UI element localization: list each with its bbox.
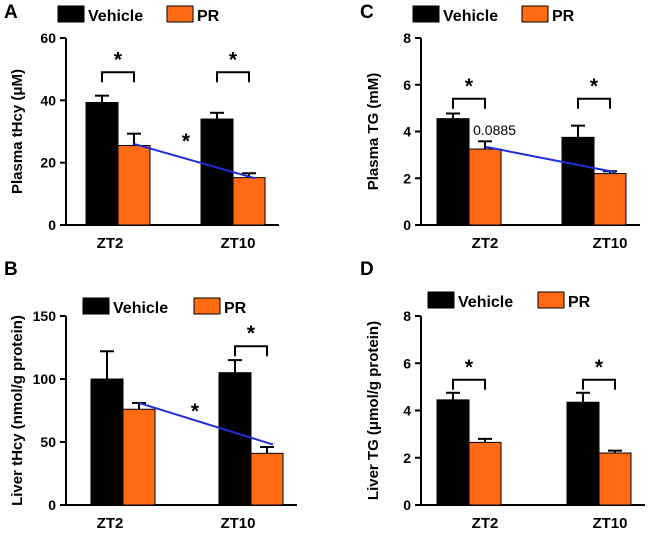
significance-bracket xyxy=(216,71,250,83)
significance-bracket xyxy=(452,378,486,390)
legend-label-pr: PR xyxy=(224,300,247,317)
legend-swatch-pr xyxy=(193,297,221,315)
bar-vehicle-zt2 xyxy=(90,378,124,506)
category-label-zt2: ZT2 xyxy=(97,235,124,252)
panel-letter: A xyxy=(4,2,18,23)
bar-vehicle-zt10 xyxy=(218,372,252,506)
legend-swatch-vehicle xyxy=(82,297,110,315)
bar-vehicle-zt2 xyxy=(436,399,470,506)
category-label-zt10: ZT10 xyxy=(220,515,255,532)
category-label-zt10: ZT10 xyxy=(592,235,627,252)
significance-star: * xyxy=(590,75,599,98)
legend-swatch-pr xyxy=(166,5,194,23)
legend-label-pr: PR xyxy=(568,294,591,311)
legend-swatch-vehicle xyxy=(57,5,85,23)
y-tick-label: 6 xyxy=(403,77,411,93)
trend-line xyxy=(484,145,617,174)
y-tick-label: 60 xyxy=(40,30,56,46)
significance-bracket xyxy=(101,71,135,83)
category-label-zt2: ZT2 xyxy=(472,515,499,532)
significance-bracket xyxy=(452,97,486,109)
panel-a: A Vehicle PR 0 20 40 60 Plasma tHcy (μM) ZT2 ZT10… xyxy=(4,2,279,252)
trend-line xyxy=(138,401,274,446)
bar-pr-zt10 xyxy=(232,177,266,226)
legend-label-vehicle: Vehicle xyxy=(113,300,168,317)
category-label-zt10: ZT10 xyxy=(592,515,627,532)
panel-b: B Vehicle PR 0 50 100 150 Liver tHcy (nmol/g pr… xyxy=(4,259,297,532)
bar-pr-zt2 xyxy=(468,148,502,226)
trend-line xyxy=(133,143,256,180)
significance-star: * xyxy=(465,75,474,98)
panel-letter: D xyxy=(360,259,374,280)
bar-pr-zt10 xyxy=(250,452,284,506)
significance-star: * xyxy=(247,322,256,345)
y-axis-title: Plasma tHcy (μM) xyxy=(9,69,26,194)
bar-pr-zt2 xyxy=(122,408,156,506)
legend-label-pr: PR xyxy=(552,8,575,25)
y-axis-title: Plasma TG (mM) xyxy=(365,73,382,191)
y-tick-label: 0 xyxy=(48,497,56,513)
legend-label-vehicle: Vehicle xyxy=(88,8,143,25)
legend-swatch-pr xyxy=(521,5,549,23)
y-tick-label: 0 xyxy=(48,217,56,233)
category-label-zt2: ZT2 xyxy=(97,515,124,532)
bar-pr-zt2 xyxy=(468,441,502,506)
bar-vehicle-zt2 xyxy=(436,118,470,226)
y-tick-label: 50 xyxy=(40,434,56,450)
y-tick-label: 20 xyxy=(40,155,56,171)
trend-significance-label: * xyxy=(182,130,191,153)
y-tick-label: 4 xyxy=(403,124,411,140)
bar-vehicle-zt2 xyxy=(85,102,119,226)
trend-significance-label: * xyxy=(191,400,200,423)
legend-swatch-vehicle xyxy=(427,291,455,309)
y-tick-label: 8 xyxy=(403,308,411,324)
significance-bracket xyxy=(577,97,611,109)
legend-label-pr: PR xyxy=(197,8,220,25)
bar-pr-zt10 xyxy=(593,173,627,226)
y-tick-label: 0 xyxy=(403,217,411,233)
trend-significance-label: P = 0.0885 xyxy=(448,122,516,138)
y-axis-title: Liver TG (μmol/g protein) xyxy=(365,321,382,500)
legend-swatch-vehicle xyxy=(412,5,440,23)
y-axis-title: Liver tHcy (nmol/g protein) xyxy=(9,315,26,506)
panel-letter: B xyxy=(4,259,18,280)
y-tick-label: 40 xyxy=(40,92,56,108)
bar-vehicle-zt10 xyxy=(561,136,595,226)
significance-star: * xyxy=(114,48,123,71)
y-tick-label: 2 xyxy=(403,170,411,186)
category-label-zt10: ZT10 xyxy=(220,235,255,252)
y-tick-label: 4 xyxy=(403,403,411,419)
category-label-zt2: ZT2 xyxy=(472,235,499,252)
significance-star: * xyxy=(595,356,604,379)
legend-label-vehicle: Vehicle xyxy=(443,8,498,25)
panel-c: C Vehicle PR 0 2 4 6 8 Plasma TG (mM) ZT2 ZT10 * * P … xyxy=(360,2,640,252)
y-tick-label: 8 xyxy=(403,30,411,46)
y-tick-label: 2 xyxy=(403,450,411,466)
legend-label-vehicle: Vehicle xyxy=(458,294,513,311)
significance-bracket xyxy=(234,345,268,357)
panel-letter: C xyxy=(360,2,374,23)
bar-pr-zt2 xyxy=(117,145,151,226)
panel-d: D Vehicle PR 0 2 4 6 8 Liver TG (μmol/g protein)… xyxy=(360,259,645,532)
bar-vehicle-zt10 xyxy=(566,401,600,506)
legend-swatch-pr xyxy=(537,291,565,309)
significance-bracket xyxy=(582,378,616,390)
y-tick-label: 150 xyxy=(33,308,57,324)
y-tick-label: 0 xyxy=(403,497,411,513)
significance-star: * xyxy=(229,48,238,71)
y-tick-label: 6 xyxy=(403,355,411,371)
y-tick-label: 100 xyxy=(33,371,57,387)
bar-vehicle-zt10 xyxy=(200,118,234,226)
bar-pr-zt10 xyxy=(598,452,632,506)
significance-star: * xyxy=(465,356,474,379)
